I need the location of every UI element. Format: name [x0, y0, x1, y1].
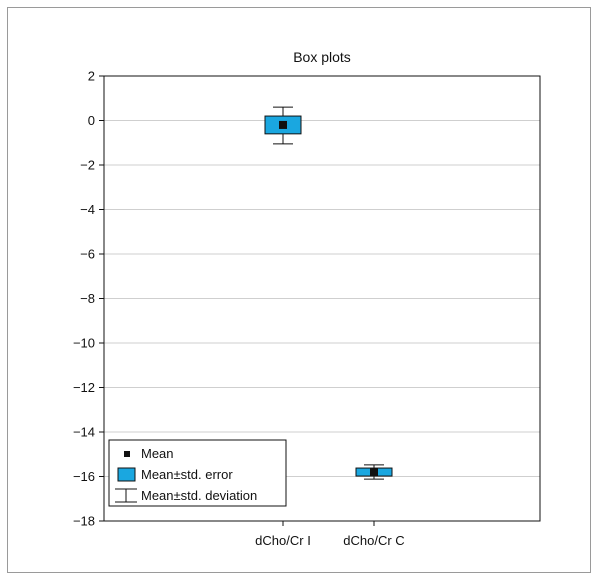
- legend-label: Mean: [141, 446, 174, 461]
- legend-sd-swatch: [115, 488, 137, 503]
- x-tick-label: dCho/Cr C: [343, 533, 404, 548]
- y-tick-label: −8: [80, 291, 95, 306]
- y-tick-label: −10: [73, 336, 95, 351]
- legend-label: Mean±std. deviation: [141, 488, 257, 503]
- y-tick-label: −14: [73, 425, 95, 440]
- mean-marker: [370, 468, 378, 477]
- y-tick-label: −12: [73, 380, 95, 395]
- y-tick-label: −18: [73, 514, 95, 529]
- box-plot-item: [355, 464, 393, 480]
- box-series: [264, 106, 393, 480]
- y-tick-label: 2: [88, 69, 95, 84]
- y-tick-label: −6: [80, 247, 95, 262]
- legend-mean-swatch: [124, 451, 130, 457]
- legend: Mean Mean±std. error Mean±std. deviation: [108, 439, 287, 507]
- chart-title: Box plots: [293, 49, 351, 65]
- y-tick-label: −16: [73, 469, 95, 484]
- legend-box: [108, 439, 287, 507]
- mean-marker: [279, 120, 287, 129]
- grid-lines: [104, 120, 540, 477]
- x-axis: dCho/Cr I dCho/Cr C: [255, 521, 405, 548]
- y-tick-label: 0: [88, 113, 95, 128]
- y-tick-label: −2: [80, 158, 95, 173]
- legend-label: Mean±std. error: [141, 467, 233, 482]
- y-tick-label: −4: [80, 202, 95, 217]
- legend-se-swatch: [117, 467, 136, 482]
- y-axis: 2 0 −2 −4 −6 −8 −10 −12 −14 −16 −18: [73, 69, 104, 529]
- box-plot-item: [264, 106, 302, 145]
- x-tick-label: dCho/Cr I: [255, 533, 311, 548]
